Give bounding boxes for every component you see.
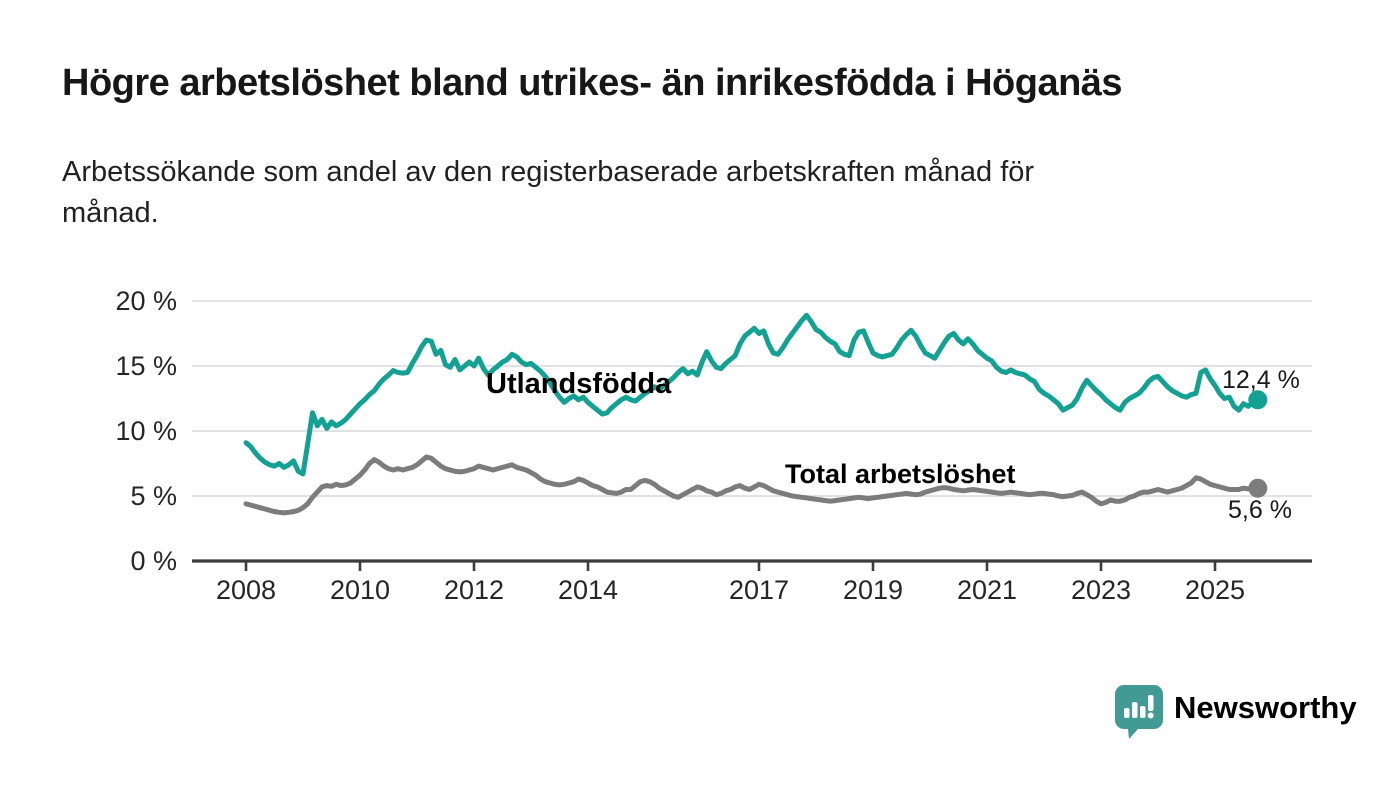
y-tick-label-10: 10 % [115,416,177,446]
end-value-utlandsfodda: 12,4 % [1222,366,1300,394]
branding: Newsworthy [1114,684,1357,740]
end-value-total: 5,6 % [1228,496,1292,524]
y-tick-label-0: 0 % [130,546,177,576]
series-layer [243,312,1268,516]
speech-bubble-shape [1115,685,1163,739]
newsworthy-logo-icon [1115,685,1163,739]
bar-chart-glyph [1124,695,1154,719]
gridlines [192,300,1312,497]
chart-subtitle: Arbetssökande som andel av den registerb… [62,152,1034,234]
series-end-dot-0 [1248,390,1268,410]
x-tick-label-2012: 2012 [444,575,504,605]
x-tick-label-2019: 2019 [843,575,903,605]
page-title: Högre arbetslöshet bland utrikes- än inr… [62,62,1123,104]
series-line-0 [243,312,1261,477]
y-tick-label-20: 20 % [115,286,177,316]
y-tick-label-5: 5 % [130,481,177,511]
x-tick-label-2025: 2025 [1185,575,1245,605]
series-label-total-arbetsloshet: Total arbetslöshet [785,459,1016,489]
x-tick-label-2023: 2023 [1071,575,1131,605]
x-tick-label-2021: 2021 [957,575,1017,605]
subtitle-line-1: Arbetssökande som andel av den registerb… [62,156,1035,188]
x-tick-label-2017: 2017 [729,575,789,605]
brand-wordmark: Newsworthy [1174,690,1357,725]
x-axis-labels: 2008 2010 2012 2014 2017 2019 2021 2023 … [216,575,1245,605]
y-axis-labels: 0 % 5 % 10 % 15 % 20 % [115,286,177,576]
subtitle-line-2: månad. [62,197,159,230]
x-tick-label-2014: 2014 [558,575,618,605]
series-end-dot-1 [1248,478,1268,498]
x-tick-label-2010: 2010 [330,575,390,605]
x-tick-label-2008: 2008 [216,575,276,605]
y-tick-label-15: 15 % [115,351,177,381]
series-label-utlandsfodda: Utlandsfödda [486,368,672,400]
series-line-1 [243,454,1261,516]
x-axis [192,559,1312,571]
